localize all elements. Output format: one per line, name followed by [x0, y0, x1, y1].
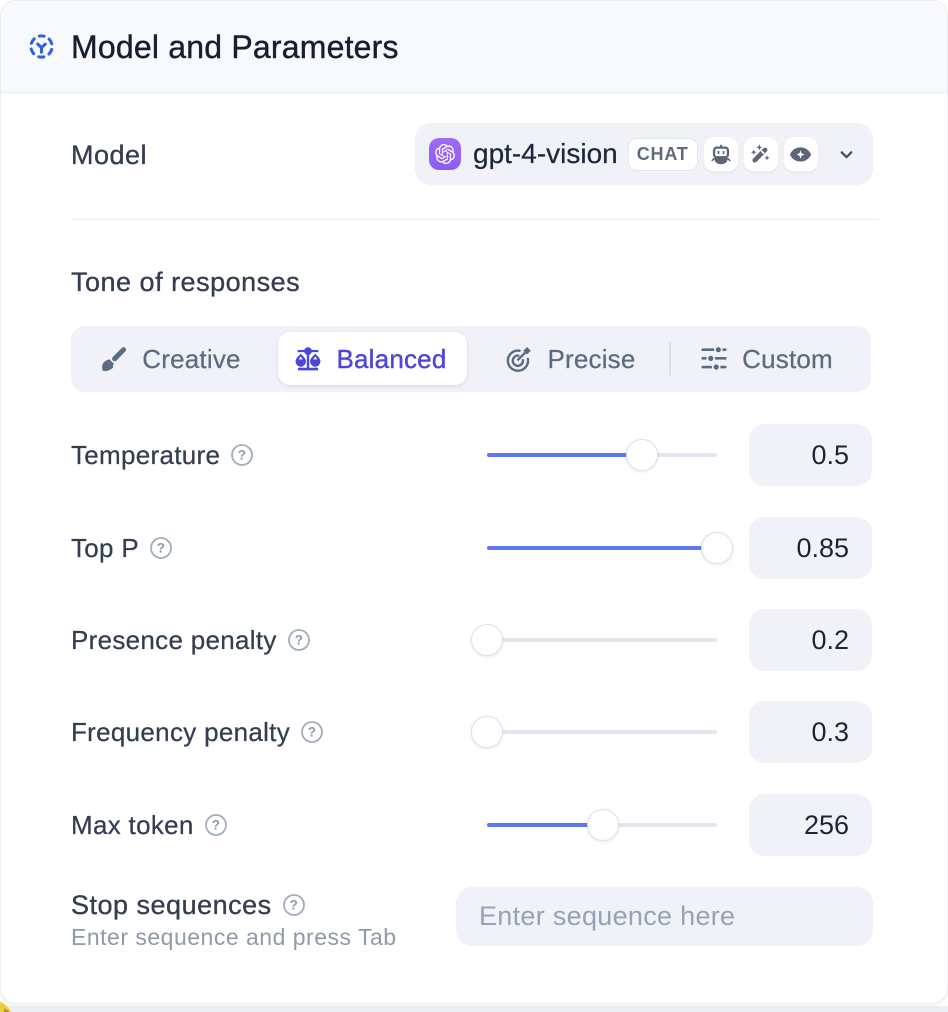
svg-text:?: ? — [289, 898, 298, 913]
svg-text:?: ? — [294, 633, 303, 648]
svg-text:?: ? — [157, 541, 166, 556]
svg-text:?: ? — [211, 818, 220, 833]
svg-text:?: ? — [238, 448, 247, 463]
svg-text:?: ? — [308, 725, 317, 740]
